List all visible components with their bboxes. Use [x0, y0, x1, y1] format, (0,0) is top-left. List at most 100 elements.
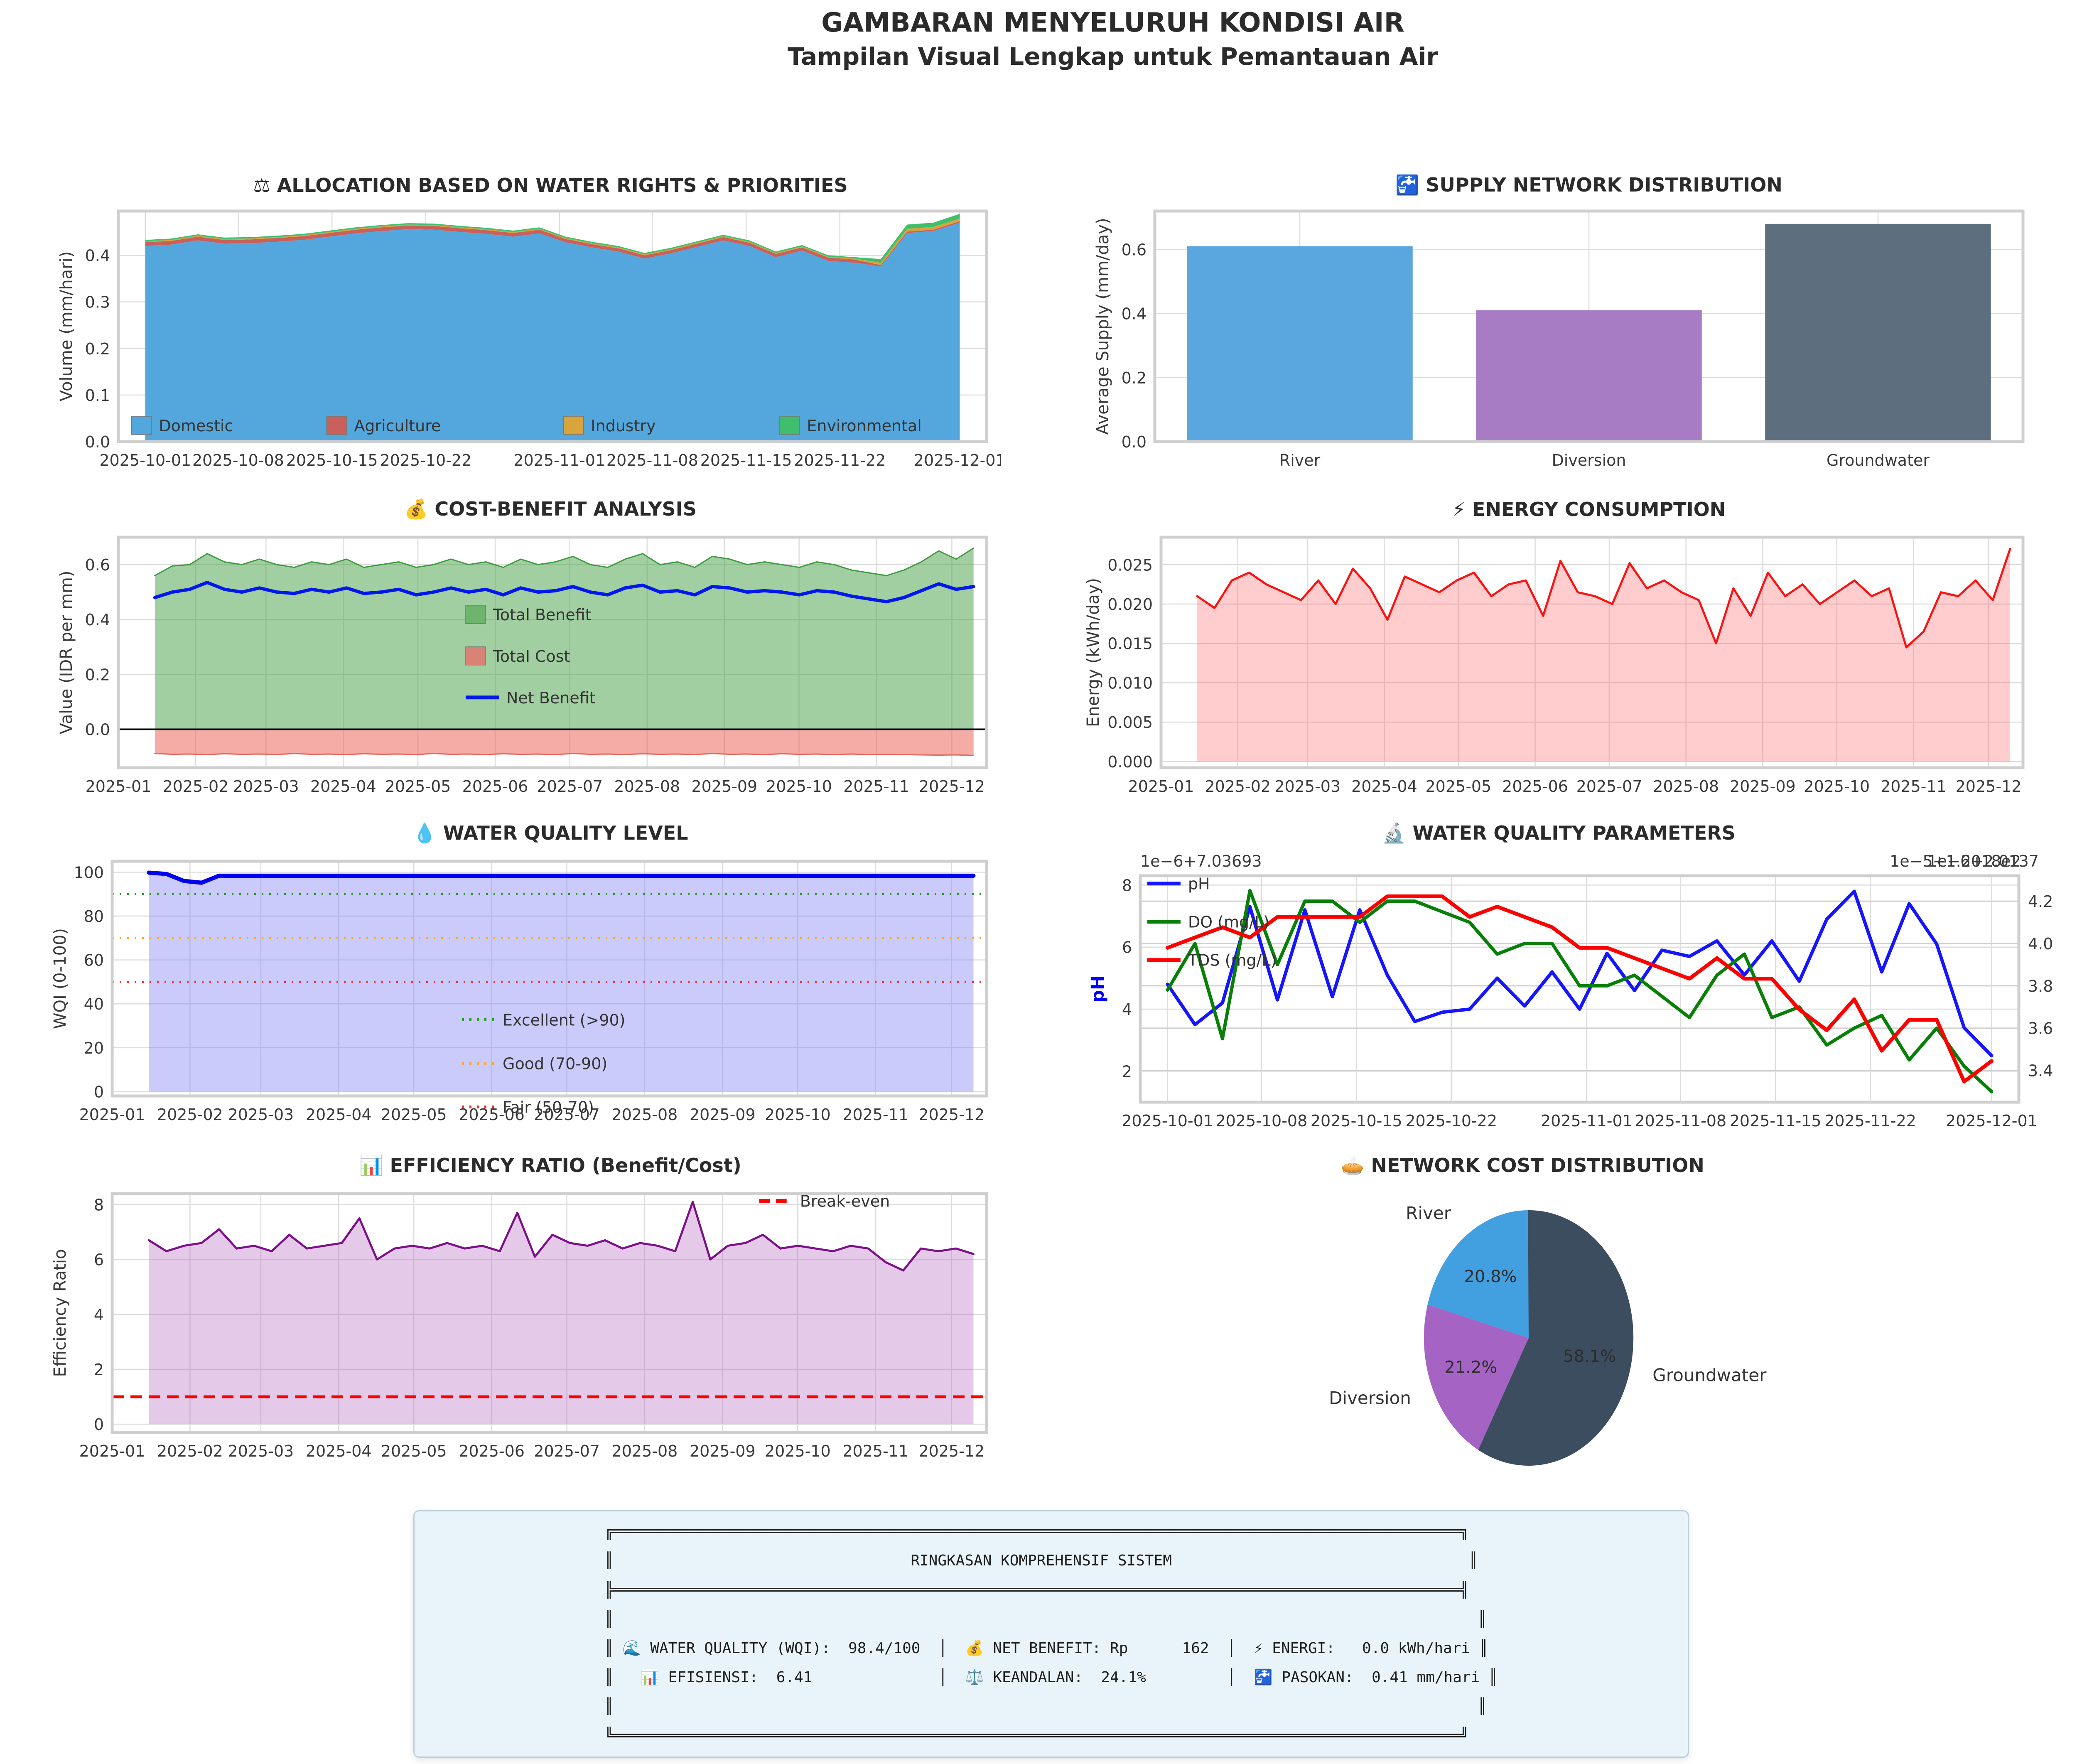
- svg-text:Groundwater: Groundwater: [1827, 451, 1930, 469]
- svg-text:2025-10-01: 2025-10-01: [99, 451, 191, 469]
- svg-text:40: 40: [84, 995, 104, 1013]
- chart-efficiency-title: 📊 EFFICIENCY RATIO (Benefit/Cost): [359, 1154, 741, 1177]
- svg-text:2: 2: [1122, 1062, 1132, 1081]
- svg-text:Volume (mm/hari): Volume (mm/hari): [57, 251, 76, 402]
- svg-text:2025-07: 2025-07: [537, 777, 603, 796]
- svg-text:0: 0: [94, 1415, 104, 1434]
- svg-text:0.6: 0.6: [1122, 241, 1147, 259]
- chart-wqi: 💧 WATER QUALITY LEVEL 2025-01 2025-02 2025…: [50, 818, 1001, 1138]
- svg-text:0.3: 0.3: [85, 293, 110, 312]
- svg-text:2025-04: 2025-04: [306, 1106, 372, 1124]
- svg-text:River: River: [1406, 1203, 1451, 1223]
- svg-text:2025-02: 2025-02: [163, 777, 229, 796]
- svg-text:Energy (kWh/day): Energy (kWh/day): [1084, 578, 1103, 727]
- svg-text:8: 8: [94, 1196, 104, 1214]
- svg-text:2025-11-01: 2025-11-01: [513, 451, 605, 469]
- svg-text:2025-05: 2025-05: [381, 1442, 447, 1460]
- svg-text:Diversion: Diversion: [1552, 451, 1626, 469]
- svg-text:2025-11-08: 2025-11-08: [606, 451, 698, 469]
- svg-text:2025-01: 2025-01: [79, 1106, 145, 1124]
- chart-wqi-plot: 2025-01 2025-02 2025-03 2025-04 2025-05 2025-…: [50, 849, 1001, 1138]
- svg-text:80: 80: [84, 907, 104, 926]
- svg-text:Net Benefit: Net Benefit: [506, 689, 596, 707]
- plot-svg: 2025-10-01 2025-10-08 2025-10-15 2025-10-22…: [57, 209, 1006, 469]
- svg-text:4: 4: [1122, 1000, 1132, 1019]
- plot-svg: 2025-01 2025-02 2025-03 2025-04 2025-05 2025-…: [1084, 536, 2025, 796]
- svg-text:2025-07: 2025-07: [534, 1442, 600, 1460]
- summary-panel: ╔═══════════════════════════════════════…: [413, 1510, 1689, 1758]
- svg-text:58.1%: 58.1%: [1563, 1347, 1616, 1366]
- chart-allocation-title: ⚖ ALLOCATION BASED ON WATER RIGHTS & PRI…: [253, 174, 848, 197]
- svg-text:Excellent (>90): Excellent (>90): [503, 1011, 626, 1029]
- svg-text:2025-05: 2025-05: [1425, 777, 1491, 796]
- svg-text:Total Benefit: Total Benefit: [493, 606, 592, 624]
- plot-svg: 2025-01 2025-02 2025-03 2025-04 2025-05 2025-…: [57, 536, 988, 796]
- svg-text:2025-10-01: 2025-10-01: [1122, 1112, 1213, 1130]
- svg-text:2025-09: 2025-09: [1730, 777, 1796, 796]
- svg-text:0.0: 0.0: [85, 721, 110, 739]
- svg-text:Efficiency Ratio: Efficiency Ratio: [51, 1249, 70, 1377]
- svg-text:0.4: 0.4: [85, 611, 110, 629]
- chart-cost-pie-title: 🥧 NETWORK COST DISTRIBUTION: [1340, 1154, 1704, 1177]
- svg-text:2025-01: 2025-01: [86, 777, 152, 796]
- chart-cost-benefit: 💰 COST-BENEFIT ANALYSIS 2025-01 2025-02 20…: [50, 494, 1001, 809]
- chart-supply-title: 🚰 SUPPLY NETWORK DISTRIBUTION: [1395, 174, 1782, 196]
- svg-text:0.020: 0.020: [1107, 595, 1153, 614]
- svg-text:2025-11: 2025-11: [842, 1442, 908, 1460]
- chart-supply: 🚰 SUPPLY NETWORK DISTRIBUTION River Diver…: [1080, 170, 2048, 483]
- svg-text:0.4: 0.4: [1122, 305, 1147, 323]
- svg-text:2025-10: 2025-10: [766, 777, 832, 796]
- svg-text:2025-03: 2025-03: [1274, 777, 1340, 796]
- chart-allocation-plot: 2025-10-01 2025-10-08 2025-10-15 2025-10-22…: [50, 201, 1006, 483]
- chart-allocation: ⚖ ALLOCATION BASED ON WATER RIGHTS & PRI…: [50, 170, 1006, 483]
- svg-text:2025-05: 2025-05: [385, 777, 451, 796]
- svg-text:2025-06: 2025-06: [462, 777, 528, 796]
- svg-text:3.4: 3.4: [2028, 1062, 2053, 1080]
- svg-text:Break-even: Break-even: [800, 1192, 890, 1211]
- svg-text:River: River: [1279, 451, 1321, 469]
- svg-text:2025-11-15: 2025-11-15: [700, 451, 792, 469]
- svg-text:Environmental: Environmental: [807, 417, 921, 435]
- svg-text:2025-03: 2025-03: [228, 1106, 294, 1124]
- svg-text:6: 6: [94, 1251, 104, 1269]
- chart-cost-pie: 🥧 NETWORK COST DISTRIBUTION 20.8% River 21…: [1205, 1150, 2015, 1495]
- svg-text:2025-10-15: 2025-10-15: [286, 451, 378, 469]
- svg-text:2025-12: 2025-12: [1956, 777, 2022, 796]
- svg-text:pH: pH: [1088, 975, 1108, 1002]
- svg-text:Industry: Industry: [591, 417, 656, 435]
- svg-text:2025-11-22: 2025-11-22: [794, 451, 886, 469]
- svg-text:2025-07: 2025-07: [1576, 777, 1642, 796]
- svg-text:8: 8: [1122, 876, 1132, 894]
- svg-text:3.8: 3.8: [2028, 977, 2053, 995]
- svg-text:2025-02: 2025-02: [157, 1442, 223, 1460]
- svg-text:2025-11: 2025-11: [842, 1106, 908, 1124]
- svg-text:0.4: 0.4: [85, 247, 110, 265]
- svg-text:2025-04: 2025-04: [306, 1442, 372, 1460]
- svg-text:1e−6+7.03693: 1e−6+7.03693: [1140, 852, 1262, 870]
- chart-efficiency: 📊 EFFICIENCY RATIO (Benefit/Cost) 2025-0…: [50, 1150, 1001, 1474]
- plot-svg: 2025-01 2025-02 2025-03 2025-04 2025-05 2025-…: [51, 860, 988, 1124]
- svg-text:0.000: 0.000: [1107, 753, 1153, 771]
- svg-text:2025-10: 2025-10: [765, 1106, 831, 1124]
- svg-text:0.010: 0.010: [1107, 674, 1153, 692]
- svg-text:2025-11-15: 2025-11-15: [1730, 1112, 1822, 1130]
- svg-text:2025-04: 2025-04: [1351, 777, 1417, 796]
- chart-efficiency-plot: 2025-01 2025-02 2025-03 2025-04 2025-05 2025-…: [50, 1181, 1001, 1474]
- svg-text:2025-10-08: 2025-10-08: [192, 451, 284, 469]
- svg-text:2025-02: 2025-02: [157, 1106, 223, 1124]
- plot-svg: 20.8% River 21.2% Diversion 58.1% Groundwater: [1329, 1203, 1767, 1466]
- svg-text:2025-10: 2025-10: [1804, 777, 1870, 796]
- svg-text:21.2%: 21.2%: [1444, 1358, 1497, 1377]
- svg-text:0: 0: [94, 1083, 104, 1101]
- svg-text:2: 2: [94, 1361, 104, 1379]
- svg-text:0.1: 0.1: [85, 386, 110, 405]
- svg-text:2025-08: 2025-08: [612, 1106, 678, 1124]
- svg-text:pH: pH: [1188, 875, 1210, 893]
- svg-text:2025-09: 2025-09: [690, 1442, 756, 1460]
- svg-text:2025-07: 2025-07: [534, 1106, 600, 1124]
- svg-text:2025-02: 2025-02: [1205, 777, 1271, 796]
- chart-cost-benefit-title: 💰 COST-BENEFIT ANALYSIS: [404, 498, 697, 520]
- svg-text:0.025: 0.025: [1107, 556, 1153, 574]
- svg-text:0.6: 0.6: [85, 556, 110, 574]
- svg-text:2025-06: 2025-06: [459, 1106, 525, 1124]
